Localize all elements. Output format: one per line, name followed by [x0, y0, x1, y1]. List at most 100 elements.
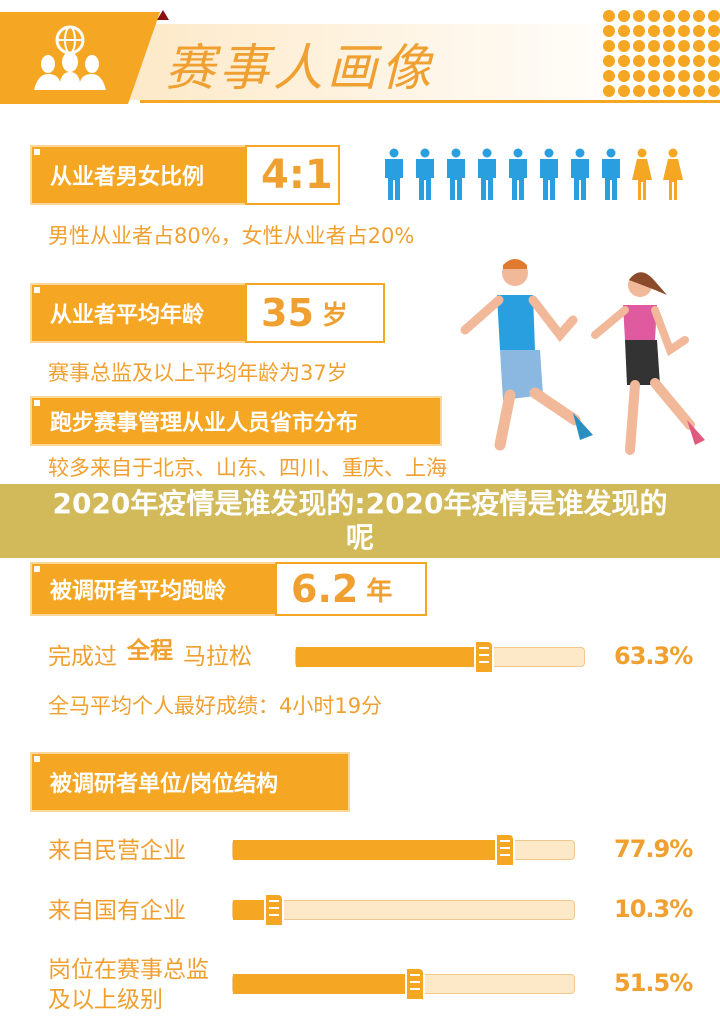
marathon-highlight: 全程: [127, 638, 173, 664]
overlay-banner: 2020年疫情是谁发现的:2020年疫情是谁发现的呢: [0, 484, 720, 558]
male-icon: [602, 148, 620, 200]
dot: [603, 55, 615, 67]
running-age-label: 被调研者平均跑龄: [30, 562, 277, 616]
header-band: [130, 24, 650, 100]
dot: [678, 25, 690, 37]
bar-fill: [233, 840, 499, 860]
bar-fill: [233, 900, 269, 920]
dot: [618, 40, 630, 52]
dot: [648, 85, 660, 97]
running-age-value: 6.2 年: [275, 562, 427, 616]
structure-label: 被调研者单位/岗位结构: [30, 752, 350, 812]
dot: [678, 55, 690, 67]
running-age-number: 6.2: [291, 567, 359, 611]
dot: [678, 10, 690, 22]
male-icon: [571, 148, 589, 200]
dot: [708, 55, 720, 67]
gender-note: 男性从业者占80%，女性从业者占20%: [48, 224, 415, 248]
dot: [663, 40, 675, 52]
structure-row-percent: 51.5%: [614, 969, 693, 997]
structure-row-label: 岗位在赛事总监及以上级别: [48, 957, 209, 1013]
dot: [678, 85, 690, 97]
dot: [693, 25, 705, 37]
female-icon: [632, 148, 652, 200]
dot: [693, 10, 705, 22]
dot: [603, 25, 615, 37]
page-title: 赛事人画像: [165, 39, 435, 97]
bar-fill: [296, 647, 479, 667]
dot: [648, 40, 660, 52]
dot: [618, 55, 630, 67]
average-age-label: 从业者平均年龄: [30, 283, 247, 343]
dot: [618, 25, 630, 37]
header-triangle: [157, 10, 169, 20]
dot: [663, 25, 675, 37]
dot: [603, 70, 615, 82]
dot: [663, 70, 675, 82]
dot: [693, 70, 705, 82]
bar-fill: [233, 974, 409, 994]
dot: [663, 55, 675, 67]
marathon-percent: 63.3%: [614, 642, 693, 670]
male-icon: [447, 148, 465, 200]
dot: [633, 55, 645, 67]
running-age-label-text: 被调研者平均跑龄: [50, 579, 227, 604]
region-label: 跑步赛事管理从业人员省市分布: [30, 396, 442, 446]
male-runner: [460, 259, 593, 451]
dot: [663, 10, 675, 22]
male-icon: [416, 148, 434, 200]
dot: [603, 85, 615, 97]
male-icon: [478, 148, 496, 200]
dot: [618, 10, 630, 22]
dot: [693, 40, 705, 52]
marathon-progress-bar: [295, 640, 585, 674]
dot: [618, 85, 630, 97]
document-icon: [494, 833, 515, 867]
male-icon: [385, 148, 403, 200]
region-label-text: 跑步赛事管理从业人员省市分布: [50, 411, 359, 436]
dot: [693, 55, 705, 67]
gender-ratio-value: 4:1: [245, 145, 340, 205]
running-age-unit: 年: [366, 576, 393, 607]
people-globe-icon: [34, 25, 106, 90]
dot: [633, 85, 645, 97]
marathon-prefix: 完成过: [48, 644, 117, 670]
structure-row-bar: [232, 833, 575, 867]
dot: [708, 85, 720, 97]
dot: [693, 85, 705, 97]
dot: [648, 25, 660, 37]
dot: [603, 40, 615, 52]
average-age-label-text: 从业者平均年龄: [50, 303, 205, 328]
structure-row-bar: [232, 893, 575, 927]
marathon-best-time: 全马平均个人最好成绩：4小时19分: [48, 694, 383, 718]
dot: [633, 70, 645, 82]
dot: [708, 25, 720, 37]
region-note: 较多来自于北京、山东、四川、重庆、上海: [48, 456, 447, 480]
dot: [663, 85, 675, 97]
gender-pictogram: [382, 148, 685, 200]
female-runner: [591, 272, 705, 455]
document-icon: [264, 893, 285, 927]
age-note: 赛事总监及以上平均年龄为37岁: [48, 361, 348, 385]
dot: [678, 40, 690, 52]
dot: [603, 10, 615, 22]
dot: [708, 40, 720, 52]
average-age-value: 35 岁: [245, 283, 385, 343]
dot: [648, 10, 660, 22]
structure-label-text: 被调研者单位/岗位结构: [50, 772, 279, 797]
structure-row-percent: 10.3%: [614, 895, 693, 923]
dot: [678, 70, 690, 82]
marathon-label: 完成过 全程 马拉松: [48, 638, 252, 672]
gender-ratio-value-text: 4:1: [261, 152, 333, 198]
marathon-suffix: 马拉松: [183, 644, 252, 670]
decorative-dots: [603, 10, 720, 97]
gender-ratio-label-text: 从业者男女比例: [50, 165, 205, 190]
document-icon: [474, 640, 495, 674]
dot: [633, 40, 645, 52]
document-icon: [404, 967, 425, 1001]
average-age-number: 35: [261, 291, 314, 335]
structure-row-label: 来自国有企业: [48, 898, 186, 924]
runners-illustration: [460, 259, 705, 455]
structure-row-bar: [232, 967, 575, 1001]
structure-row-label: 来自民营企业: [48, 838, 186, 864]
